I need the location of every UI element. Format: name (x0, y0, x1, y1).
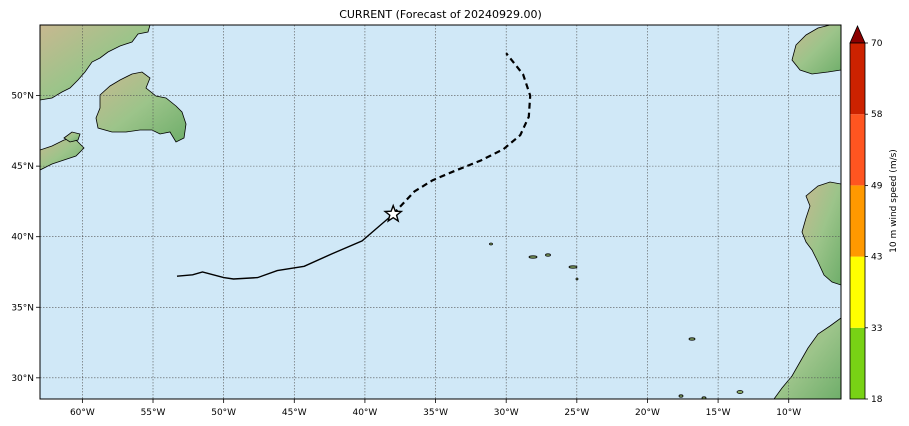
lat-tick-label: 35°N (11, 303, 34, 313)
map-title: CURRENT (Forecast of 20240929.00) (339, 8, 542, 21)
axis-ticks: 60°W 55°W 50°W 45°W 40°W 35°W 30°W 25°W 20°W 15°W… (11, 92, 801, 418)
islands (489, 242, 744, 399)
lon-tick-label: 35°W (423, 408, 448, 418)
colorbar-segment (850, 256, 865, 328)
colorbar-extend-arrow (849, 25, 866, 44)
azores-island (528, 255, 538, 259)
lon-tick-label: 55°W (141, 408, 166, 418)
lon-tick-label: 25°W (564, 408, 589, 418)
current-position-star-icon (383, 203, 404, 223)
colorbar-segment (850, 185, 865, 257)
land (40, 25, 841, 399)
madeira-island (688, 337, 696, 341)
lat-tick-label: 30°N (11, 374, 34, 384)
lon-tick-label: 50°W (211, 408, 236, 418)
colorbar-tick-label: 43 (871, 253, 882, 263)
labrador-coast (40, 25, 151, 101)
lat-tick-label: 50°N (11, 92, 34, 102)
lon-tick-label: 15°W (706, 408, 731, 418)
lon-tick-label: 30°W (494, 408, 519, 418)
colorbar: 18 33 43 49 58 70 10 m wind speed (m/s) (849, 25, 899, 405)
lat-tick-label: 40°N (11, 233, 34, 243)
ocean (40, 25, 841, 399)
forecast-track-line (392, 52, 532, 215)
colorbar-tick-label: 70 (871, 39, 883, 49)
lon-tick-label: 20°W (635, 408, 660, 418)
gridlines (40, 25, 841, 399)
colorbar-segment (850, 43, 865, 115)
colorbar-segment (850, 114, 865, 186)
azores-island (489, 242, 493, 246)
colorbar-tick-label: 18 (871, 395, 883, 405)
past-track-line (176, 213, 394, 280)
cape-breton (63, 131, 81, 143)
colorbar-segment (850, 327, 865, 399)
colorbar-tick-label: 33 (871, 324, 882, 334)
lon-tick-label: 10°W (776, 408, 801, 418)
lon-tick-label: 40°W (352, 408, 377, 418)
colorbar-tick-label: 49 (871, 181, 883, 191)
canary-island (736, 390, 744, 394)
map-frame (39, 24, 842, 400)
canary-island (678, 394, 684, 398)
azores-island (568, 265, 578, 269)
lat-tick-label: 45°N (11, 162, 34, 172)
lon-tick-label: 45°W (282, 408, 307, 418)
colorbar-frame (849, 42, 866, 400)
storm-tracks (176, 52, 532, 280)
iberia (801, 181, 841, 286)
colorbar-label: 10 m wind speed (m/s) (889, 149, 899, 253)
colorbar-tick-label: 58 (871, 110, 883, 120)
newfoundland (95, 71, 187, 143)
azores-island (545, 253, 551, 257)
greenland-tip (791, 25, 841, 75)
lon-tick-label: 60°W (70, 408, 95, 418)
nova-scotia (40, 137, 85, 171)
morocco (773, 317, 841, 399)
canary-island (701, 396, 707, 399)
